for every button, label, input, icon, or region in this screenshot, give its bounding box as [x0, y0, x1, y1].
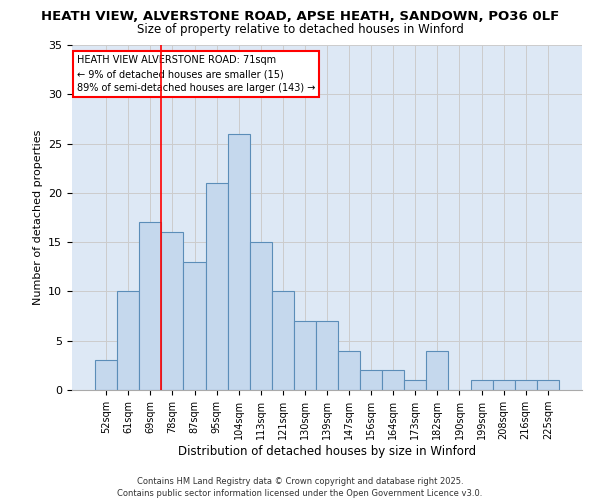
- Bar: [470, 380, 493, 390]
- Bar: [427, 350, 448, 390]
- Bar: [161, 232, 184, 390]
- Bar: [493, 380, 515, 390]
- Bar: [515, 380, 537, 390]
- Bar: [227, 134, 250, 390]
- Text: Contains HM Land Registry data © Crown copyright and database right 2025.
Contai: Contains HM Land Registry data © Crown c…: [118, 476, 482, 498]
- Bar: [316, 321, 338, 390]
- Bar: [294, 321, 316, 390]
- Bar: [139, 222, 161, 390]
- Text: HEATH VIEW, ALVERSTONE ROAD, APSE HEATH, SANDOWN, PO36 0LF: HEATH VIEW, ALVERSTONE ROAD, APSE HEATH,…: [41, 10, 559, 23]
- Bar: [537, 380, 559, 390]
- X-axis label: Distribution of detached houses by size in Winford: Distribution of detached houses by size …: [178, 445, 476, 458]
- Bar: [382, 370, 404, 390]
- Bar: [250, 242, 272, 390]
- Bar: [338, 350, 360, 390]
- Text: Size of property relative to detached houses in Winford: Size of property relative to detached ho…: [137, 22, 463, 36]
- Bar: [206, 183, 227, 390]
- Y-axis label: Number of detached properties: Number of detached properties: [32, 130, 43, 305]
- Bar: [360, 370, 382, 390]
- Bar: [272, 292, 294, 390]
- Bar: [95, 360, 117, 390]
- Bar: [117, 292, 139, 390]
- Bar: [404, 380, 427, 390]
- Bar: [184, 262, 206, 390]
- Text: HEATH VIEW ALVERSTONE ROAD: 71sqm
← 9% of detached houses are smaller (15)
89% o: HEATH VIEW ALVERSTONE ROAD: 71sqm ← 9% o…: [77, 56, 316, 94]
